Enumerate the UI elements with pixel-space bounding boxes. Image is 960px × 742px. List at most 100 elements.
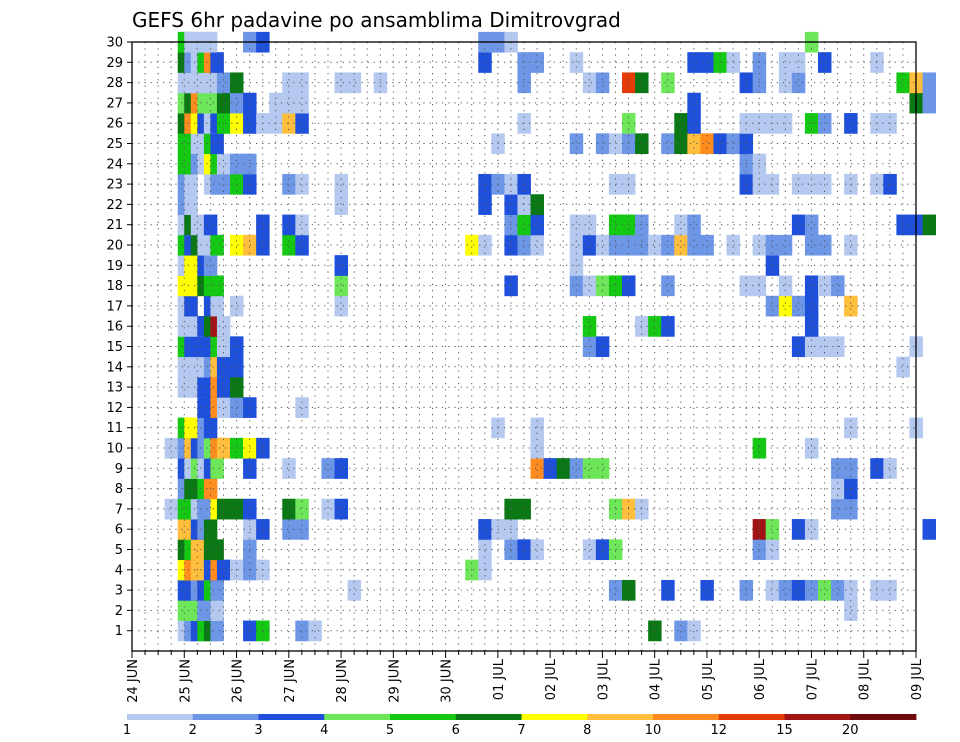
heatmap-cell (661, 72, 675, 94)
heatmap-cell (765, 173, 780, 195)
heatmap-cell (347, 72, 362, 94)
heatmap-cell (164, 498, 179, 520)
colorbar-label: 20 (842, 723, 859, 738)
heatmap-cell (543, 458, 558, 479)
y-tick-label: 18 (106, 279, 123, 294)
heatmap-cell (216, 356, 231, 378)
colorbar-swatch (718, 714, 785, 720)
x-tick-label: 29 JUN (387, 659, 402, 703)
x-axis: 24 JUN 25 JUN 26 JUN 27 JUN 28 JUN 29 JUN 30 J… (126, 651, 925, 703)
y-tick-label: 15 (106, 340, 123, 355)
y-tick-label: 16 (106, 320, 123, 335)
heatmap-cell (922, 214, 936, 236)
heatmap-cell (648, 234, 662, 256)
y-tick-label: 23 (106, 178, 123, 193)
heatmap-cell (334, 275, 348, 297)
y-tick-label: 1 (115, 624, 123, 639)
heatmap-cell (700, 133, 714, 155)
heatmap-cell (556, 458, 571, 479)
heatmap-cell (210, 539, 224, 561)
y-tick-label: 5 (115, 543, 123, 558)
heatmap-cell (308, 620, 322, 642)
heatmap-cell (216, 316, 231, 337)
heatmap-cell (282, 458, 296, 479)
heatmap-cell (804, 519, 819, 540)
y-tick-label: 29 (106, 56, 123, 71)
heatmap-cell (844, 234, 858, 256)
colorbar-swatch (390, 714, 457, 720)
heatmap-cell (713, 52, 727, 73)
heatmap-cell (791, 214, 806, 236)
x-tick-label: 07 JUL (806, 658, 821, 700)
heatmap-cell (184, 173, 198, 195)
heatmap-cell (791, 72, 806, 94)
heatmap-cell (791, 173, 806, 195)
heatmap-cell (791, 579, 806, 601)
heatmap-cell (334, 498, 348, 520)
heatmap-cell (230, 397, 244, 418)
heatmap-cell (295, 214, 309, 236)
heatmap-cell (184, 194, 198, 215)
heatmap-cell (190, 214, 205, 236)
heatmap-cell (648, 620, 662, 642)
heatmap-cell (530, 214, 544, 236)
heatmap-cell (230, 295, 244, 317)
heatmap-cell (334, 458, 348, 479)
heatmap-cell (674, 214, 688, 236)
heatmap-cell (269, 92, 283, 114)
heatmap-cell (347, 579, 362, 601)
heatmap-cell (791, 52, 806, 73)
heatmap-cell (661, 316, 675, 337)
heatmap-cell (230, 498, 244, 520)
y-tick-label: 14 (106, 360, 123, 375)
y-tick-label: 11 (106, 421, 123, 436)
y-tick-label: 17 (106, 299, 123, 314)
y-tick-label: 25 (106, 137, 123, 152)
heatmap-cell (648, 316, 662, 337)
x-tick-label: 28 JUN (335, 659, 350, 703)
y-tick-label: 28 (106, 76, 123, 91)
heatmap-cell (635, 214, 649, 236)
heatmap-cell (203, 214, 218, 236)
heatmap-cell (844, 417, 858, 439)
heatmap-cell (635, 498, 649, 520)
heatmap-cell (478, 519, 492, 540)
heatmap-cell (778, 295, 793, 317)
heatmap-cell (164, 437, 179, 459)
heatmap-cell (804, 275, 819, 297)
heatmap-cell (687, 214, 701, 236)
heatmap-cell (804, 316, 819, 337)
heatmap-cell (831, 275, 845, 297)
heatmap-cell (210, 275, 224, 297)
heatmap-cell (334, 173, 348, 195)
heatmap-cell (295, 498, 309, 520)
heatmap-cell (517, 72, 531, 94)
heatmap-cell (752, 52, 767, 73)
heatmap-cell (765, 539, 780, 561)
heatmap-cell (687, 133, 701, 155)
heatmap-cell (295, 234, 309, 256)
colorbar-label: 8 (583, 723, 591, 738)
heatmap-cell (184, 295, 198, 317)
heatmap-cell (595, 458, 610, 479)
y-tick-label: 21 (106, 218, 123, 233)
y-tick-label: 26 (106, 117, 123, 132)
heatmap-cell (896, 214, 910, 236)
heatmap-cell (478, 173, 492, 195)
heatmap-cell (595, 539, 610, 561)
heatmap-cell (530, 194, 544, 215)
heatmap-cell (635, 72, 649, 94)
y-tick-label: 24 (106, 157, 123, 172)
heatmap-cell (334, 194, 348, 215)
x-tick-label: 27 JUN (283, 659, 298, 703)
heatmap-cell (478, 194, 492, 215)
colorbar-swatch (784, 714, 851, 720)
heatmap-cell (216, 498, 231, 520)
heatmap-cell (197, 600, 211, 621)
heatmap-cell (818, 234, 832, 256)
heatmap-cell (752, 437, 767, 459)
heatmap-cell (210, 133, 224, 155)
heatmap-cell (465, 234, 479, 256)
heatmap-cell (530, 52, 544, 73)
